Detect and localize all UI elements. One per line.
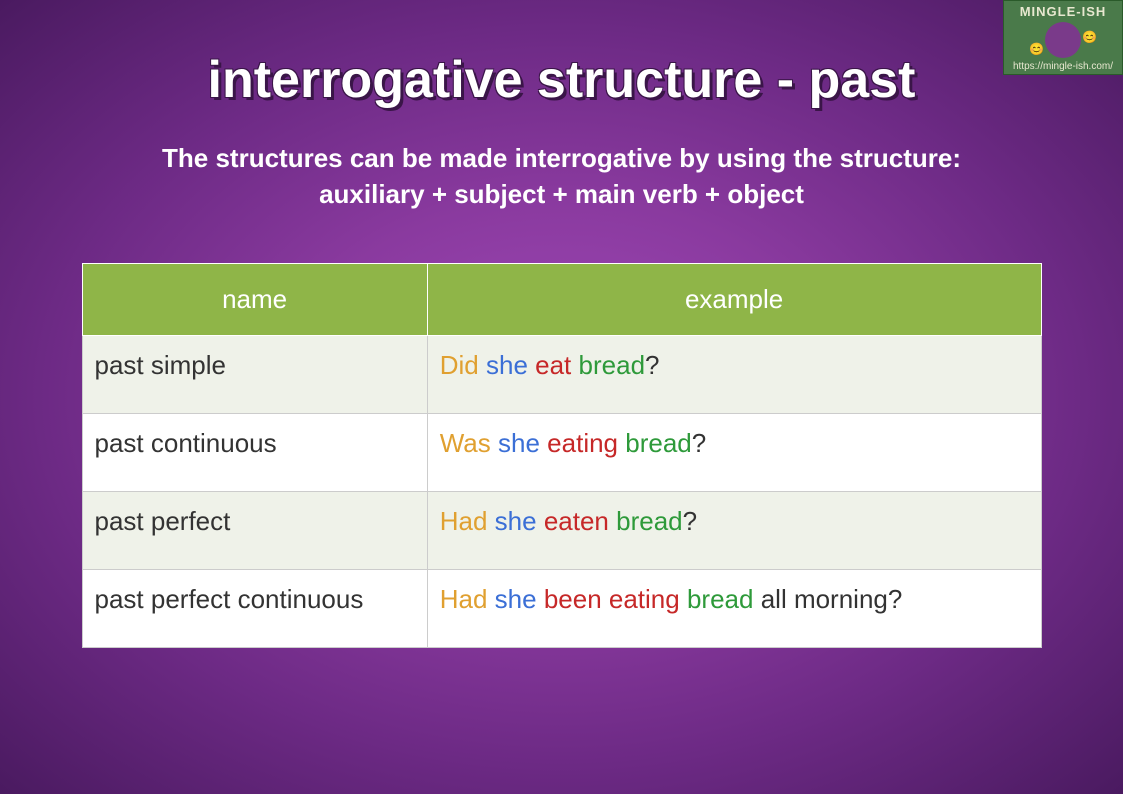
header-example: example — [427, 263, 1041, 335]
word-punctuation: ? — [888, 584, 902, 614]
word-subject: she — [486, 350, 528, 380]
cell-name: past simple — [82, 335, 427, 413]
cell-example: Had she been eating bread all morning? — [427, 569, 1041, 647]
cell-name: past continuous — [82, 413, 427, 491]
word-object: bread — [687, 584, 754, 614]
word-subject: she — [498, 428, 540, 458]
word-subject: she — [495, 506, 537, 536]
cell-name: past perfect continuous — [82, 569, 427, 647]
word-punctuation: ? — [683, 506, 697, 536]
subtitle: The structures can be made interrogative… — [60, 140, 1063, 213]
header-name: name — [82, 263, 427, 335]
cell-example: Had she eaten bread? — [427, 491, 1041, 569]
word-auxiliary: Had — [440, 506, 488, 536]
word-object: bread — [625, 428, 692, 458]
logo-brand: MINGLE-ISH — [1020, 4, 1107, 19]
word-auxiliary: Was — [440, 428, 491, 458]
logo-url: https://mingle-ish.com/ — [1013, 61, 1113, 72]
word-punctuation: ? — [692, 428, 706, 458]
table-header-row: name example — [82, 263, 1041, 335]
table-row: past perfect continuousHad she been eati… — [82, 569, 1041, 647]
table-row: past perfectHad she eaten bread? — [82, 491, 1041, 569]
logo-emoji-right-icon: 😊 — [1082, 30, 1097, 44]
page-title: interrogative structure - past — [60, 50, 1063, 110]
table-row: past simpleDid she eat bread? — [82, 335, 1041, 413]
word-main_verb: eating — [547, 428, 618, 458]
word-subject: she — [495, 584, 537, 614]
cell-name: past perfect — [82, 491, 427, 569]
slide: MINGLE-ISH 😊 😊 https://mingle-ish.com/ i… — [0, 0, 1123, 794]
logo-emoji-left-icon: 😊 — [1029, 42, 1044, 56]
word-auxiliary: Did — [440, 350, 479, 380]
word-main_verb: been eating — [544, 584, 680, 614]
word-punctuation: ? — [645, 350, 659, 380]
subtitle-line1: The structures can be made interrogative… — [162, 143, 961, 173]
word-object: bread — [616, 506, 683, 536]
word-auxiliary: Had — [440, 584, 488, 614]
word-object: bread — [579, 350, 646, 380]
logo-circle-icon: 😊 😊 — [1045, 22, 1081, 58]
word-extra: all morning — [761, 584, 888, 614]
cell-example: Did she eat bread? — [427, 335, 1041, 413]
subtitle-line2: auxiliary + subject + main verb + object — [319, 179, 804, 209]
table-row: past continuousWas she eating bread? — [82, 413, 1041, 491]
logo-badge: MINGLE-ISH 😊 😊 https://mingle-ish.com/ — [1003, 0, 1123, 75]
grammar-table: name example past simpleDid she eat brea… — [82, 263, 1042, 648]
word-main_verb: eat — [535, 350, 571, 380]
cell-example: Was she eating bread? — [427, 413, 1041, 491]
word-main_verb: eaten — [544, 506, 609, 536]
